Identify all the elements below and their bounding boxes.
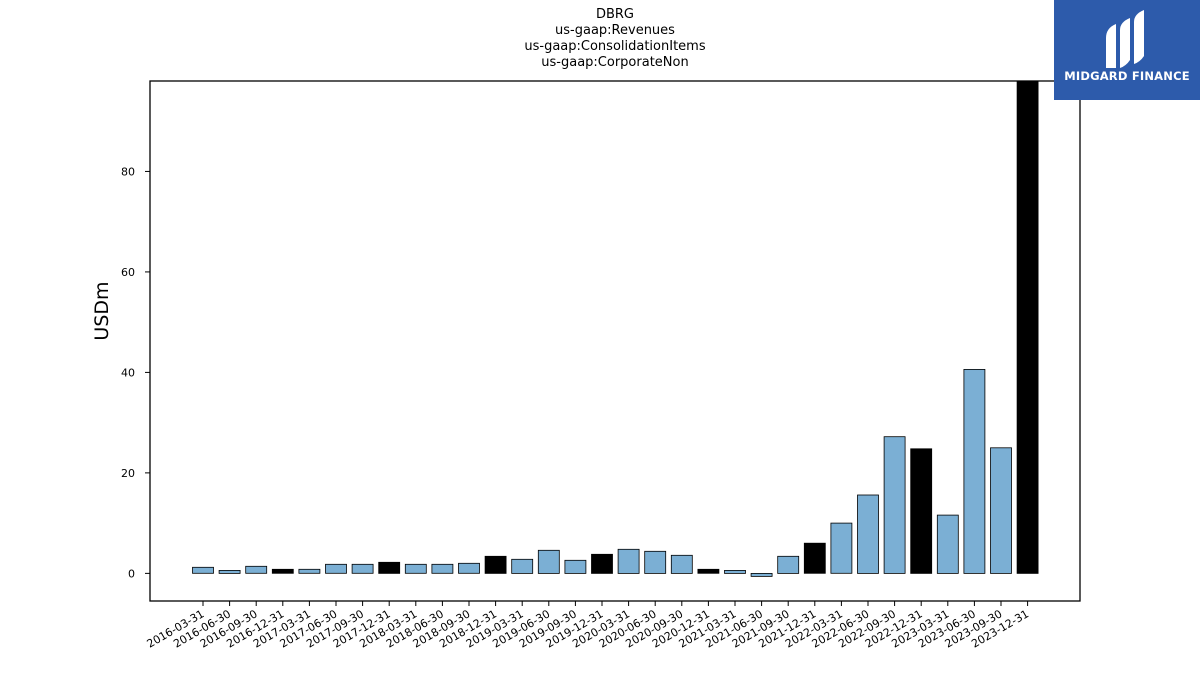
midgard-logo-icon [1106, 10, 1144, 68]
brand-logo: MIDGARD FINANCE [1054, 0, 1200, 100]
bar [325, 563, 347, 574]
bar [857, 494, 879, 574]
bar [484, 555, 507, 574]
chart-title-line-2: us-gaap:Revenues [555, 23, 675, 38]
bar [378, 561, 401, 574]
bar [192, 566, 214, 574]
bar [537, 549, 560, 574]
bar [936, 514, 959, 574]
bar [404, 563, 427, 574]
bar [644, 550, 667, 574]
y-axis-label: USDm [91, 281, 113, 340]
y-tick-label: 80 [121, 165, 135, 178]
bar [218, 570, 241, 574]
bar [617, 548, 640, 574]
bar [697, 568, 720, 574]
bar [245, 565, 268, 574]
bar [564, 559, 587, 574]
brand-name: MIDGARD FINANCE [1064, 69, 1190, 83]
chart-title-line-3: us-gaap:ConsolidationItems [524, 39, 706, 54]
bar [724, 570, 746, 574]
bar [963, 368, 986, 574]
bar [883, 436, 906, 574]
bar [431, 563, 454, 574]
chart-title-line-1: DBRG [595, 7, 635, 22]
y-tick-label: 60 [121, 266, 135, 279]
bar [803, 542, 826, 574]
bar [910, 448, 933, 574]
bar [1016, 80, 1039, 574]
y-tick-label: 0 [128, 567, 135, 580]
plot-frame [149, 80, 1081, 602]
bar [591, 553, 613, 574]
y-tick-label: 20 [121, 467, 135, 480]
bar [777, 555, 800, 574]
chart-title-line-4: us-gaap:CorporateNon [541, 55, 689, 70]
bar [351, 563, 374, 574]
bar [670, 554, 693, 574]
bar [830, 522, 853, 574]
bar [298, 568, 321, 574]
chart-title: DBRG us-gaap:Revenues us-gaap:Consolidat… [150, 7, 1080, 71]
bar [750, 573, 773, 577]
y-tick-label: 40 [121, 366, 135, 379]
bar [458, 562, 480, 574]
bar [990, 447, 1012, 574]
bar [271, 568, 294, 574]
bar [511, 558, 534, 574]
